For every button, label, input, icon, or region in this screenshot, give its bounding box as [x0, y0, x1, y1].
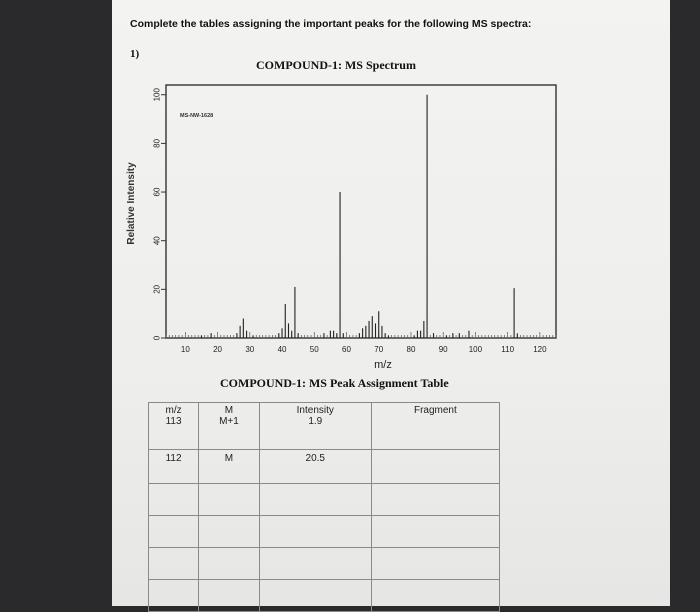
- cell-fragment[interactable]: [370, 483, 501, 516]
- x-tick-label: 40: [278, 345, 287, 354]
- cell-mz[interactable]: [147, 547, 200, 580]
- cell-mz[interactable]: [147, 483, 200, 516]
- header-cell-mz: m/z 113: [147, 402, 200, 450]
- y-tick-label: 40: [153, 236, 162, 245]
- x-tick-label: 10: [181, 345, 190, 354]
- y-tick-label: 80: [153, 138, 162, 147]
- header-cell-intensity: Intensity 1.9: [258, 402, 372, 450]
- cell-intensity[interactable]: [258, 547, 372, 580]
- question-number: 1): [130, 48, 140, 60]
- y-tick-label: 0: [153, 335, 162, 340]
- table-row: [147, 547, 501, 580]
- header-label: m/z: [165, 405, 182, 416]
- x-tick-label: 70: [374, 345, 383, 354]
- cell-intensity[interactable]: [258, 579, 372, 612]
- cell-fragment[interactable]: [370, 515, 501, 548]
- cell-intensity[interactable]: [258, 515, 372, 548]
- header-label: M: [224, 405, 234, 416]
- header-cell-ion: M M+1: [198, 402, 260, 450]
- x-tick-label: 20: [213, 345, 222, 354]
- table-row: [147, 579, 501, 612]
- spectrum-title: COMPOUND-1: MS Spectrum: [256, 58, 416, 72]
- spectrum-id-label: MS-NW-1628: [180, 113, 213, 119]
- header-value: 113: [165, 416, 182, 427]
- x-tick-label: 100: [469, 345, 483, 354]
- cell-fragment[interactable]: [370, 579, 501, 612]
- cell-mz[interactable]: 112: [147, 449, 200, 484]
- x-tick-label: 60: [342, 345, 351, 354]
- cell-mz[interactable]: [147, 579, 200, 612]
- cell-fragment[interactable]: [370, 547, 501, 580]
- cell-ion[interactable]: [198, 579, 260, 612]
- instruction-text: Complete the tables assigning the import…: [130, 18, 532, 30]
- table-row: [147, 515, 501, 548]
- cell-ion[interactable]: [198, 515, 260, 548]
- x-tick-label: 80: [407, 345, 416, 354]
- cell-intensity[interactable]: [258, 483, 372, 516]
- x-tick-label: 50: [310, 345, 319, 354]
- x-tick-label: 120: [533, 345, 547, 354]
- y-tick-label: 100: [153, 88, 162, 102]
- table-row: 112 M 20.5: [147, 449, 501, 484]
- x-tick-label: 110: [501, 345, 514, 354]
- table-row: [147, 483, 501, 516]
- cell-ion[interactable]: [198, 547, 260, 580]
- y-tick-label: 60: [153, 187, 162, 196]
- ms-spectrum-chart: 10 20 30 40 50 60 70 80 90 100 110 120 0 20 40 60 80 100…: [126, 84, 557, 371]
- cell-ion[interactable]: [198, 483, 260, 516]
- cell-mz[interactable]: [147, 515, 200, 548]
- header-value: 1.9: [308, 416, 323, 427]
- cell-intensity[interactable]: 20.5: [258, 449, 372, 484]
- header-label: Intensity: [296, 405, 334, 416]
- cell-ion[interactable]: M: [198, 449, 260, 484]
- table-title: COMPOUND-1: MS Peak Assignment Table: [220, 376, 449, 390]
- header-label: Fragment: [413, 405, 457, 416]
- header-cell-fragment: Fragment: [370, 402, 501, 450]
- y-axis-label: Relative Intensity: [126, 162, 137, 245]
- header-value: M+1: [219, 416, 239, 427]
- y-tick-label: 20: [153, 284, 162, 293]
- cell-fragment[interactable]: [370, 449, 501, 484]
- peak-assignment-table: m/z 113 M M+1 Intensity 1.9 Fragment 112 M 20.5: [147, 402, 501, 612]
- plot-border: [165, 84, 557, 339]
- x-axis-label: m/z: [374, 359, 392, 371]
- x-tick-label: 90: [439, 345, 448, 354]
- x-tick-label: 30: [245, 345, 254, 354]
- table-header-row: m/z 113 M M+1 Intensity 1.9 Fragment: [147, 402, 501, 450]
